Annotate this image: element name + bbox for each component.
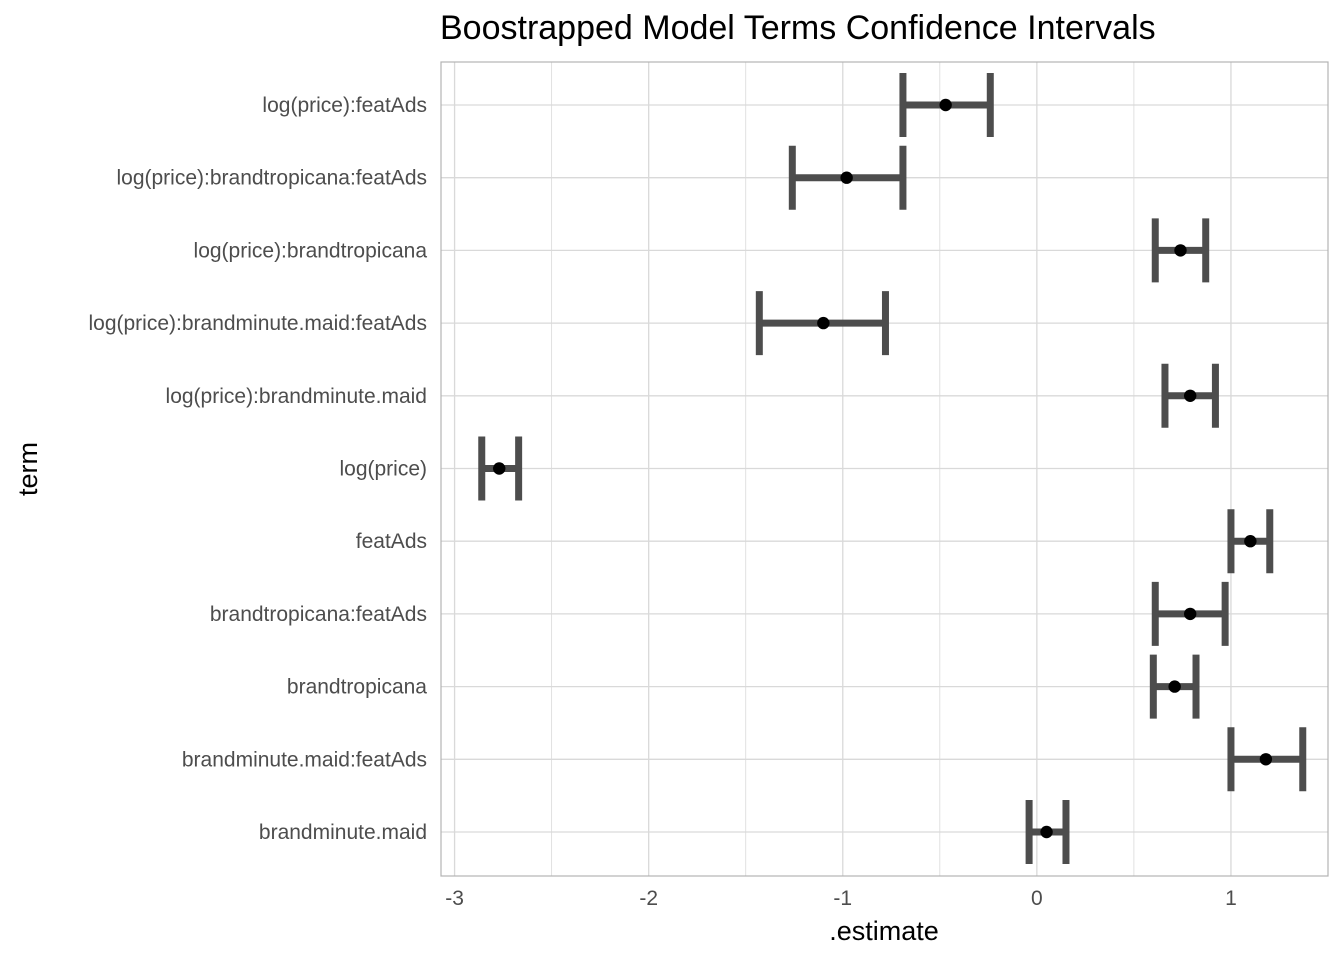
- estimate-points: [493, 98, 1273, 839]
- y-tick-label: featAds: [356, 530, 427, 553]
- x-tick-label: 1: [1225, 887, 1237, 910]
- y-tick-label: brandtropicana:featAds: [210, 603, 427, 626]
- x-tick-label: -3: [445, 887, 464, 910]
- estimate-point: [1040, 825, 1053, 839]
- estimate-point: [840, 171, 853, 184]
- y-axis-title: term: [13, 442, 43, 496]
- estimate-point: [1174, 244, 1187, 257]
- y-tick-label: log(price):brandminute.maid:featAds: [88, 312, 427, 335]
- y-tick-label: log(price):featAds: [262, 94, 427, 117]
- x-tick-label: -2: [639, 887, 658, 910]
- y-tick-label: brandminute.maid: [259, 821, 427, 844]
- y-tick-label: brandtropicana: [287, 676, 427, 699]
- y-tick-label: brandminute.maid:featAds: [182, 748, 427, 771]
- x-tick-label: -1: [833, 887, 852, 910]
- y-tick-label: log(price): [339, 458, 427, 481]
- y-tick-label: log(price):brandminute.maid: [166, 385, 427, 408]
- chart-title: Boostrapped Model Terms Confidence Inter…: [440, 9, 1156, 47]
- y-tick-label: log(price):brandtropicana: [194, 239, 428, 262]
- estimate-point: [817, 316, 830, 330]
- estimate-point: [1183, 607, 1197, 621]
- grid: [441, 62, 1328, 876]
- estimate-point: [1259, 753, 1273, 766]
- estimate-point: [1168, 680, 1181, 693]
- y-tick-labels: log(price):featAds log(price):brandtropic…: [88, 94, 427, 844]
- x-axis-title: .estimate: [829, 916, 939, 946]
- x-tick-labels: -3 -2 -1 0 1: [445, 887, 1237, 910]
- y-tick-label: log(price):brandtropicana:featAds: [116, 167, 427, 190]
- estimate-point: [1244, 535, 1257, 548]
- estimate-point: [1183, 389, 1197, 402]
- x-tick-label: 0: [1031, 887, 1043, 910]
- estimate-point: [939, 98, 952, 112]
- estimate-point: [493, 462, 506, 475]
- panel-border: [440, 61, 1329, 877]
